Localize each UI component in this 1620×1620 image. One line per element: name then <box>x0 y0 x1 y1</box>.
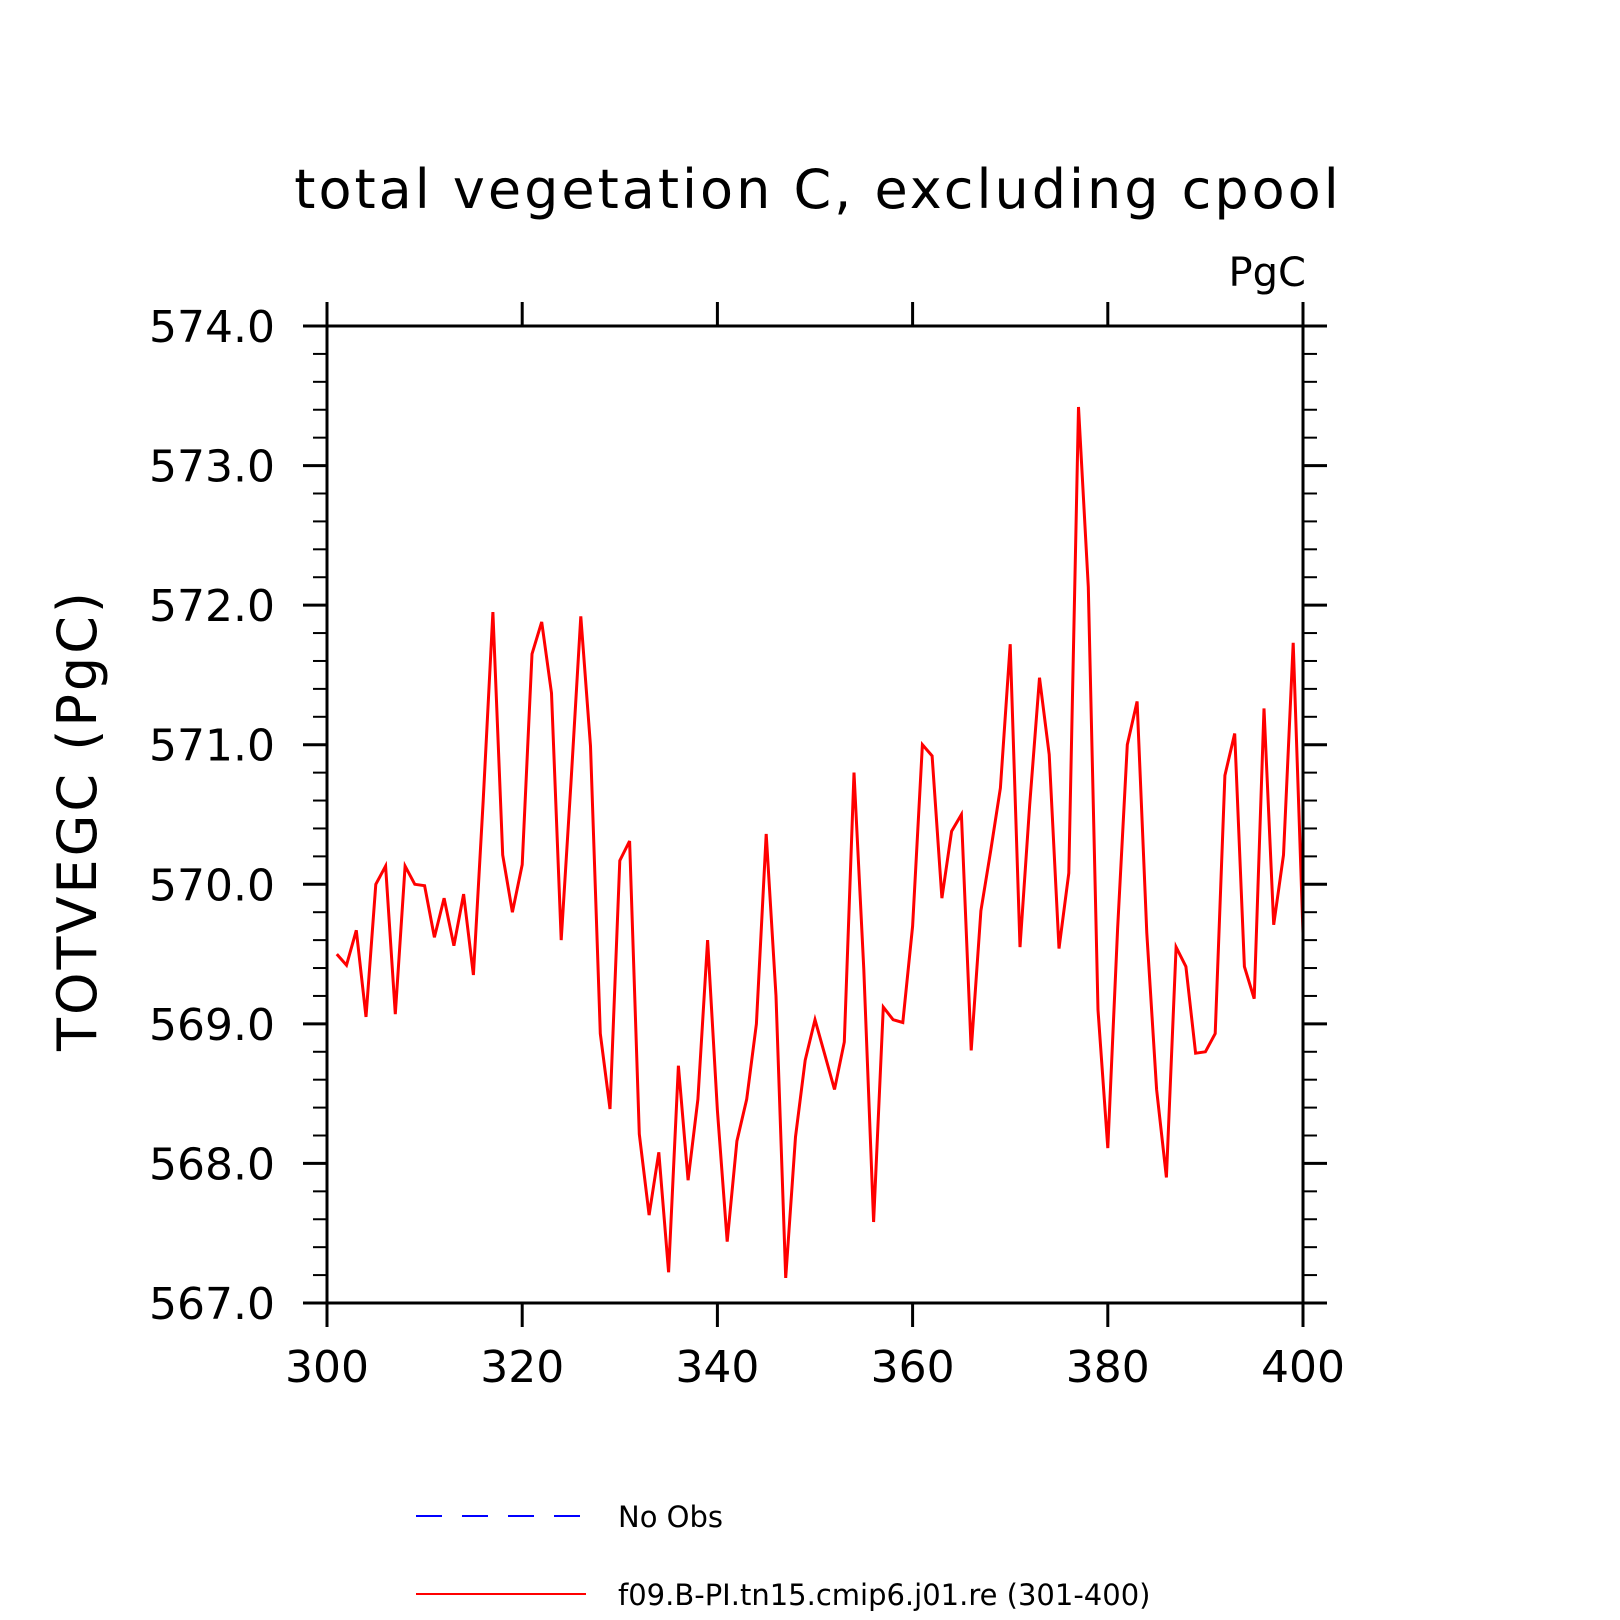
legend-label-no-obs: No Obs <box>618 1500 723 1534</box>
y-axis-label: TOTVEGC (PgC) <box>46 589 109 1052</box>
axis-tick-labels: 300 320 340 360 380 400 567.0 568.0 569.0 570.0 57… <box>149 302 1345 1393</box>
y-tick-label: 571.0 <box>149 721 275 772</box>
x-tick-label: 320 <box>480 1342 564 1393</box>
chart-title: total vegetation C, excluding cpool <box>294 158 1341 221</box>
units-label: PgC <box>1229 250 1306 296</box>
y-tick-label: 570.0 <box>149 860 275 911</box>
y-tick-label: 572.0 <box>149 581 275 632</box>
x-tick-label: 380 <box>1066 1342 1150 1393</box>
data-series <box>335 406 1305 1279</box>
x-tick-label: 360 <box>871 1342 955 1393</box>
y-tick-label: 569.0 <box>149 1000 275 1051</box>
y-tick-label: 573.0 <box>149 442 275 493</box>
series-line-0 <box>335 406 1305 1279</box>
y-tick-label: 574.0 <box>149 302 275 353</box>
x-tick-label: 300 <box>285 1342 369 1393</box>
y-tick-label: 567.0 <box>149 1279 275 1330</box>
x-tick-label: 340 <box>675 1342 759 1393</box>
axis-ticks <box>303 302 1327 1327</box>
plot-frame <box>325 324 1305 1305</box>
y-tick-label: 568.0 <box>149 1139 275 1190</box>
legend: No Obs f09.B-PI.tn15.cmip6.j01.re (301-4… <box>416 1500 1150 1612</box>
x-tick-label: 400 <box>1261 1342 1345 1393</box>
legend-label-model: f09.B-PI.tn15.cmip6.j01.re (301-400) <box>618 1578 1150 1612</box>
